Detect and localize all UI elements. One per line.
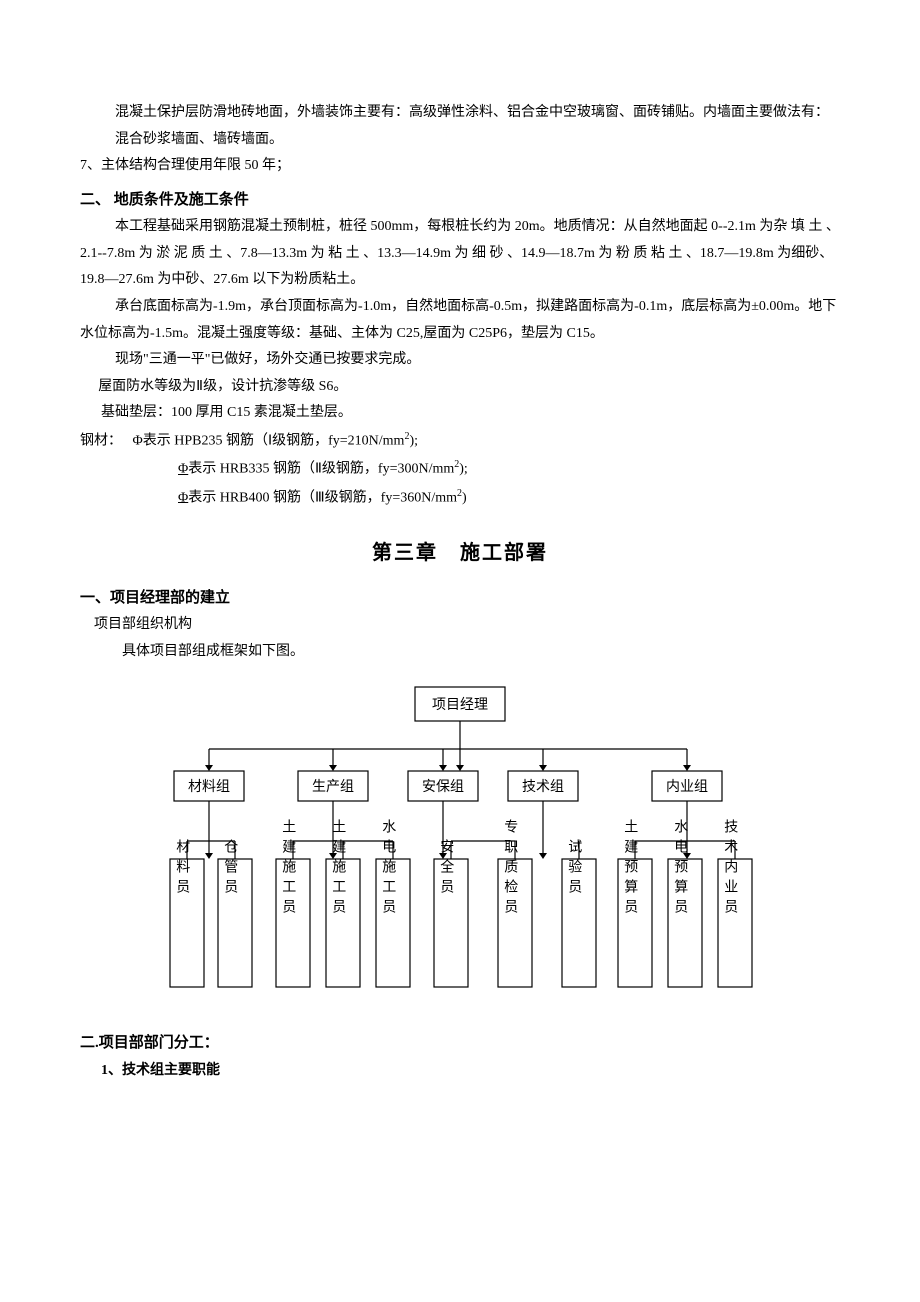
steel-line-1: 钢材： Φ表示 HPB235 钢筋（Ⅰ级钢筋，fy=210N/mm2); (80, 427, 840, 455)
chapter-title: 第三章 施工部署 (80, 534, 840, 572)
steel-line-2: Φ表示 HRB335 钢筋（Ⅱ级钢筋，fy=300N/mm2); (80, 455, 840, 483)
svg-text:安全员: 安全员 (438, 839, 454, 899)
section-heading: 二.项目部部门分工： (80, 1029, 840, 1058)
svg-text:安保组: 安保组 (422, 779, 464, 795)
section-heading: 二、 地质条件及施工条件 (80, 186, 840, 215)
svg-text:内业组: 内业组 (666, 779, 708, 795)
paragraph: 现场"三通一平"已做好，场外交通已按要求完成。 (80, 347, 840, 374)
paragraph: 1、技术组主要职能 (80, 1058, 840, 1085)
svg-text:生产组: 生产组 (312, 779, 354, 795)
svg-text:材料员: 材料员 (174, 839, 190, 899)
paragraph: 承台底面标高为-1.9m，承台顶面标高为-1.0m，自然地面标高-0.5m，拟建… (80, 294, 840, 347)
paragraph: 具体项目部组成框架如下图。 (80, 639, 840, 666)
svg-text:技术组: 技术组 (522, 779, 564, 795)
svg-text:材料组: 材料组 (188, 779, 230, 795)
svg-text:专职质检员: 专职质检员 (502, 819, 518, 919)
org-chart: 项目经理材料组 生产组 安保组 技术组 内业组材料员 仓管员 土建施工员 土建施工员 水电施工员… (80, 679, 840, 999)
body-text: 混凝土保护层防滑地砖地面，外墙装饰主要有：高级弹性涂料、铝合金中空玻璃窗、面砖铺… (115, 105, 829, 147)
steel-line-3: Φ表示 HRB400 钢筋（Ⅲ级钢筋，fy=360N/mm2) (80, 484, 840, 512)
paragraph: 基础垫层：100 厚用 C15 素混凝土垫层。 (80, 400, 840, 427)
svg-text:土建施工员: 土建施工员 (330, 819, 346, 919)
org-chart-svg: 项目经理材料组 生产组 安保组 技术组 内业组材料员 仓管员 土建施工员 土建施工员 水电施工员… (110, 679, 810, 999)
svg-text:技术内业员: 技术内业员 (722, 819, 738, 919)
paragraph: 项目部组织机构 (80, 612, 840, 639)
svg-text:水电预算员: 水电预算员 (672, 819, 688, 919)
list-item: 7、主体结构合理使用年限 50 年； (80, 153, 840, 180)
svg-text:土建施工员: 土建施工员 (280, 819, 296, 919)
svg-text:试验员: 试验员 (566, 839, 582, 899)
paragraph: 屋面防水等级为Ⅱ级，设计抗渗等级 S6。 (80, 374, 840, 401)
svg-text:水电施工员: 水电施工员 (380, 819, 396, 919)
body-text: 7、主体结构合理使用年限 50 年； (80, 158, 290, 173)
paragraph: 本工程基础采用钢筋混凝土预制桩，桩径 500mm，每根桩长约为 20m。地质情况… (80, 214, 840, 294)
svg-text:仓管员: 仓管员 (222, 839, 238, 899)
section-heading: 一、项目经理部的建立 (80, 584, 840, 613)
paragraph: 混凝土保护层防滑地砖地面，外墙装饰主要有：高级弹性涂料、铝合金中空玻璃窗、面砖铺… (80, 100, 840, 153)
svg-text:项目经理: 项目经理 (432, 697, 488, 713)
svg-text:土建预算员: 土建预算员 (622, 819, 638, 919)
